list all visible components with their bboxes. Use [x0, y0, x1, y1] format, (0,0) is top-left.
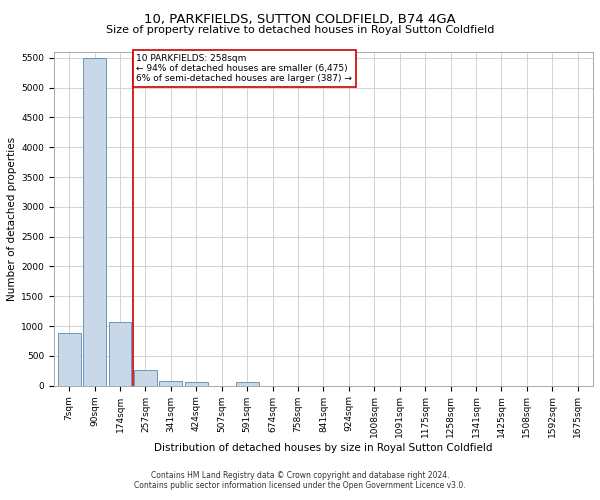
Bar — [109, 322, 131, 386]
Text: Contains HM Land Registry data © Crown copyright and database right 2024.
Contai: Contains HM Land Registry data © Crown c… — [134, 470, 466, 490]
Text: 10 PARKFIELDS: 258sqm
← 94% of detached houses are smaller (6,475)
6% of semi-de: 10 PARKFIELDS: 258sqm ← 94% of detached … — [136, 54, 352, 84]
Bar — [185, 382, 208, 386]
Text: Size of property relative to detached houses in Royal Sutton Coldfield: Size of property relative to detached ho… — [106, 25, 494, 35]
Bar — [134, 370, 157, 386]
Bar — [83, 58, 106, 386]
Y-axis label: Number of detached properties: Number of detached properties — [7, 136, 17, 301]
Bar — [160, 381, 182, 386]
Bar — [58, 333, 80, 386]
Bar — [236, 382, 259, 386]
Text: 10, PARKFIELDS, SUTTON COLDFIELD, B74 4GA: 10, PARKFIELDS, SUTTON COLDFIELD, B74 4G… — [144, 12, 456, 26]
X-axis label: Distribution of detached houses by size in Royal Sutton Coldfield: Distribution of detached houses by size … — [154, 443, 493, 453]
